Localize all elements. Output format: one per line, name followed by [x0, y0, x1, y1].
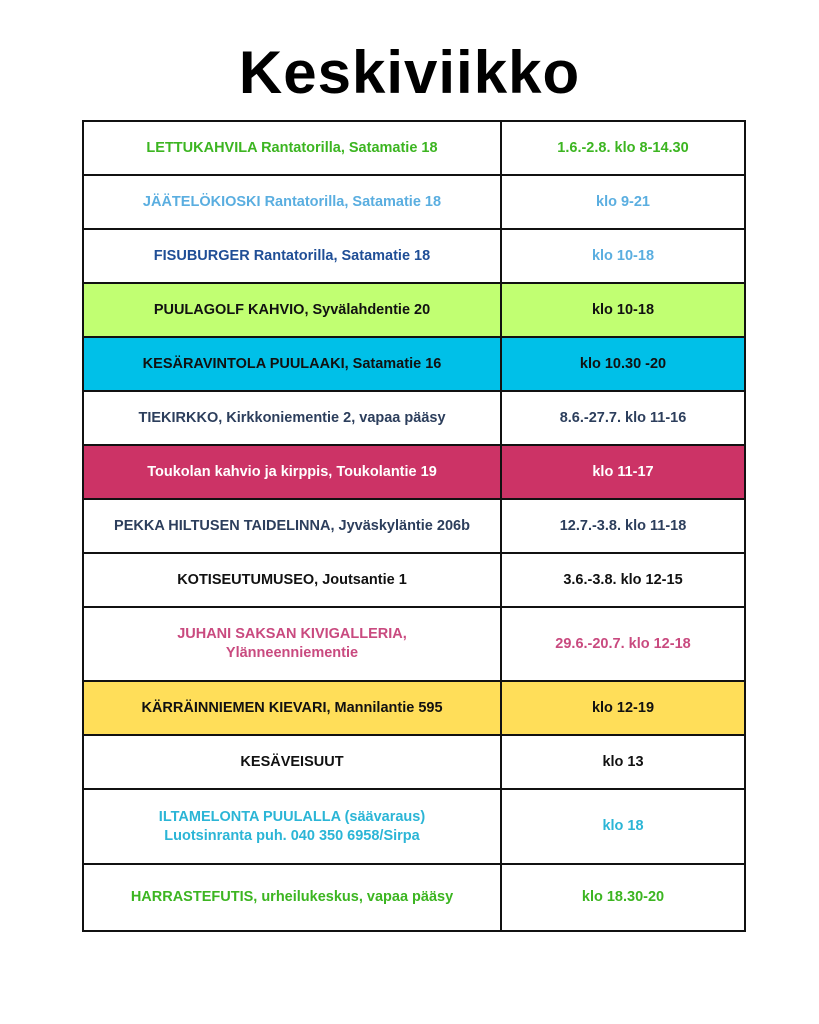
schedule-row: FISUBURGER Rantatorilla, Satamatie 18 klo…: [82, 228, 746, 284]
time-cell: klo 12-19: [500, 680, 746, 736]
place-cell: KESÄRAVINTOLA PUULAAKI, Satamatie 16: [82, 336, 502, 392]
schedule-row: HARRASTEFUTIS, urheilukeskus, vapaa pääs…: [82, 863, 746, 932]
place-cell: KÄRRÄINNIEMEN KIEVARI, Mannilantie 595: [82, 680, 502, 736]
schedule-row: Toukolan kahvio ja kirppis, Toukolantie …: [82, 444, 746, 500]
schedule-row: PUULAGOLF KAHVIO, Syvälahdentie 20 klo 10…: [82, 282, 746, 338]
schedule-row: KÄRRÄINNIEMEN KIEVARI, Mannilantie 595 kl…: [82, 680, 746, 736]
schedule-row: KESÄRAVINTOLA PUULAAKI, Satamatie 16 klo …: [82, 336, 746, 392]
schedule-row: JUHANI SAKSAN KIVIGALLERIA, Ylänneenniem…: [82, 606, 746, 682]
place-cell: TIEKIRKKO, Kirkkoniementie 2, vapaa pääs…: [82, 390, 502, 446]
place-cell: LETTUKAHVILA Rantatorilla, Satamatie 18: [82, 120, 502, 176]
time-cell: klo 9-21: [500, 174, 746, 230]
schedule-row: PEKKA HILTUSEN TAIDELINNA, Jyväskyläntie…: [82, 498, 746, 554]
place-cell: FISUBURGER Rantatorilla, Satamatie 18: [82, 228, 502, 284]
schedule-row: TIEKIRKKO, Kirkkoniementie 2, vapaa pääs…: [82, 390, 746, 446]
time-cell: klo 18.30-20: [500, 863, 746, 932]
place-cell: KOTISEUTUMUSEO, Joutsantie 1: [82, 552, 502, 608]
time-cell: klo 18: [500, 788, 746, 865]
schedule-row: KESÄVEISUUT klo 13: [82, 734, 746, 790]
time-cell: 8.6.-27.7. klo 11-16: [500, 390, 746, 446]
place-cell: JÄÄTELÖKIOSKI Rantatorilla, Satamatie 18: [82, 174, 502, 230]
time-cell: klo 13: [500, 734, 746, 790]
schedule-row: ILTAMELONTA PUULALLA (säävaraus) Luotsin…: [82, 788, 746, 865]
schedule-row: KOTISEUTUMUSEO, Joutsantie 1 3.6.-3.8. kl…: [82, 552, 746, 608]
schedule-row: JÄÄTELÖKIOSKI Rantatorilla, Satamatie 18…: [82, 174, 746, 230]
schedule-table: LETTUKAHVILA Rantatorilla, Satamatie 18 1…: [82, 120, 746, 932]
time-cell: 3.6.-3.8. klo 12-15: [500, 552, 746, 608]
schedule-row: LETTUKAHVILA Rantatorilla, Satamatie 18 1…: [82, 120, 746, 176]
place-cell: ILTAMELONTA PUULALLA (säävaraus) Luotsin…: [82, 788, 502, 865]
place-cell: JUHANI SAKSAN KIVIGALLERIA, Ylänneenniem…: [82, 606, 502, 682]
place-cell: PEKKA HILTUSEN TAIDELINNA, Jyväskyläntie…: [82, 498, 502, 554]
page-title: Keskiviikko: [238, 39, 581, 106]
time-cell: klo 10.30 -20: [500, 336, 746, 392]
time-cell: klo 10-18: [500, 228, 746, 284]
time-cell: 29.6.-20.7. klo 12-18: [500, 606, 746, 682]
time-cell: klo 10-18: [500, 282, 746, 338]
time-cell: klo 11-17: [500, 444, 746, 500]
place-cell: KESÄVEISUUT: [82, 734, 502, 790]
place-cell: PUULAGOLF KAHVIO, Syvälahdentie 20: [82, 282, 502, 338]
time-cell: 12.7.-3.8. klo 11-18: [500, 498, 746, 554]
place-cell: Toukolan kahvio ja kirppis, Toukolantie …: [82, 444, 502, 500]
time-cell: 1.6.-2.8. klo 8-14.30: [500, 120, 746, 176]
place-cell: HARRASTEFUTIS, urheilukeskus, vapaa pääs…: [82, 863, 502, 932]
